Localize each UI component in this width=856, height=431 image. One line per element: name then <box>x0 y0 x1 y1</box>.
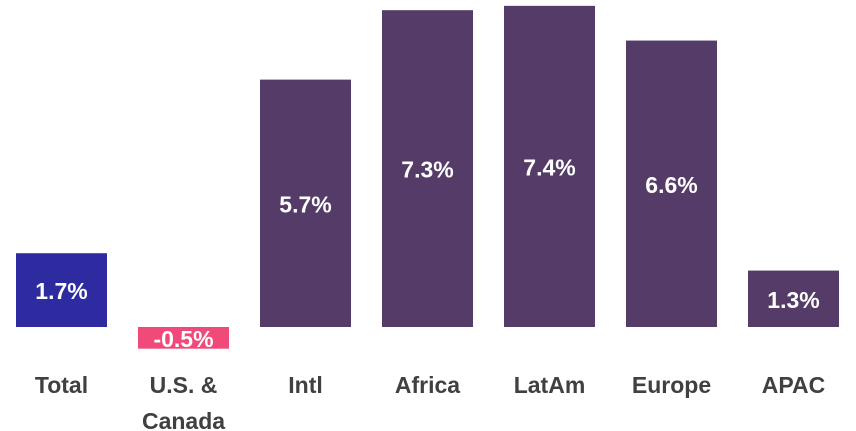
category-label-europe: Europe <box>632 372 711 398</box>
value-label-africa: 7.3% <box>401 157 453 183</box>
value-label-intl: 5.7% <box>279 191 331 217</box>
category-label-africa: Africa <box>395 372 460 398</box>
value-label-apac: 1.3% <box>767 287 819 313</box>
category-label-u-s-canada: U.S. & Canada <box>142 372 225 431</box>
category-labels-layer: Total U.S. & Canada Intl Africa LatAm Europe AP… <box>35 372 825 431</box>
value-label-europe: 6.6% <box>645 172 697 198</box>
value-label-latam: 7.4% <box>523 154 575 180</box>
value-labels-layer: 1.7% -0.5% 5.7% 7.3% 7.4% 6.6% 1.3% <box>35 154 819 351</box>
bar-latam <box>504 5 595 328</box>
category-label-latam: LatAm <box>514 372 586 398</box>
value-label-u-s-canada: -0.5% <box>153 326 213 352</box>
bars-layer <box>16 5 839 349</box>
bar-total <box>16 253 107 327</box>
bar-europe <box>626 40 717 328</box>
category-label-apac: APAC <box>762 372 825 398</box>
value-label-total: 1.7% <box>35 278 87 304</box>
bar-apac <box>748 270 839 327</box>
category-label-intl: Intl <box>288 372 323 398</box>
bar-africa <box>382 10 473 328</box>
bar-intl <box>260 79 351 328</box>
bar-u-s-canada <box>138 327 229 349</box>
category-label-total: Total <box>35 372 88 398</box>
